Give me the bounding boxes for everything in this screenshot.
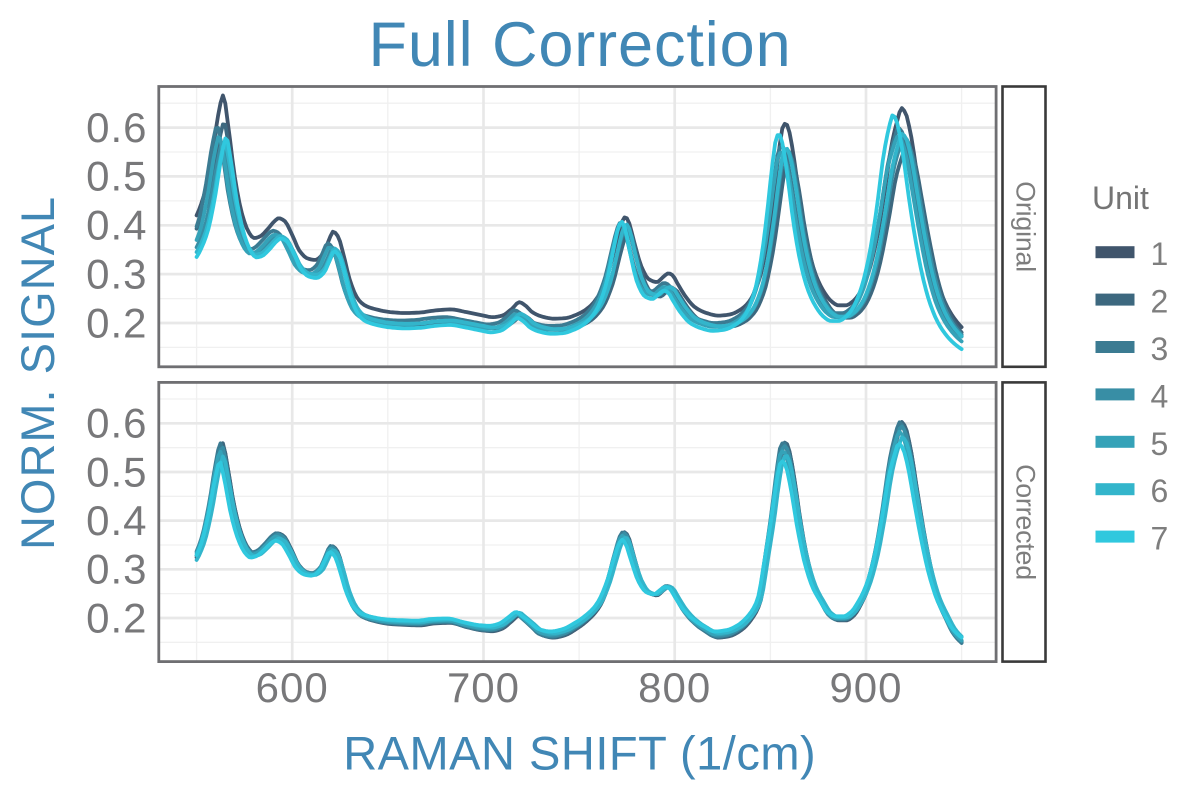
svg-text:0.6: 0.6: [86, 400, 147, 447]
svg-text:800: 800: [638, 664, 711, 711]
svg-text:4: 4: [1151, 378, 1169, 414]
svg-text:7: 7: [1151, 521, 1169, 557]
svg-text:0.5: 0.5: [86, 448, 147, 495]
svg-text:0.4: 0.4: [86, 497, 147, 544]
svg-text:NORM. SIGNAL: NORM. SIGNAL: [11, 196, 64, 550]
svg-text:600: 600: [256, 664, 329, 711]
svg-text:RAMAN SHIFT (1/cm): RAMAN SHIFT (1/cm): [343, 727, 816, 780]
svg-text:5: 5: [1151, 426, 1169, 462]
svg-text:0.6: 0.6: [86, 104, 147, 151]
svg-text:0.2: 0.2: [86, 594, 147, 641]
svg-text:2: 2: [1151, 284, 1169, 320]
svg-text:Original: Original: [1011, 181, 1041, 272]
svg-text:Corrected: Corrected: [1011, 464, 1041, 580]
svg-text:Unit: Unit: [1092, 180, 1149, 216]
svg-text:0.2: 0.2: [86, 299, 147, 346]
svg-text:0.4: 0.4: [86, 202, 147, 249]
svg-text:0.5: 0.5: [86, 153, 147, 200]
svg-text:1: 1: [1151, 236, 1169, 272]
svg-text:700: 700: [447, 664, 520, 711]
svg-text:900: 900: [829, 664, 902, 711]
svg-text:Full Correction: Full Correction: [368, 10, 791, 80]
svg-text:3: 3: [1151, 331, 1169, 367]
svg-text:0.3: 0.3: [86, 250, 147, 297]
svg-text:6: 6: [1151, 473, 1169, 509]
svg-text:0.3: 0.3: [86, 546, 147, 593]
